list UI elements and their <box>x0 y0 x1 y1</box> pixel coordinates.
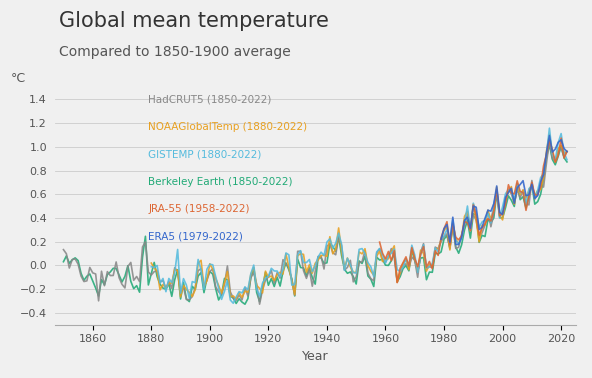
Text: GISTEMP (1880-2022): GISTEMP (1880-2022) <box>149 149 262 159</box>
Text: JRA-55 (1958-2022): JRA-55 (1958-2022) <box>149 204 250 214</box>
Text: Berkeley Earth (1850-2022): Berkeley Earth (1850-2022) <box>149 177 293 186</box>
Text: °C: °C <box>11 72 26 85</box>
Text: Compared to 1850-1900 average: Compared to 1850-1900 average <box>59 45 291 59</box>
Text: ERA5 (1979-2022): ERA5 (1979-2022) <box>149 231 243 241</box>
Text: HadCRUT5 (1850-2022): HadCRUT5 (1850-2022) <box>149 95 272 105</box>
Text: Global mean temperature: Global mean temperature <box>59 11 329 31</box>
Text: NOAAGlobalTemp (1880-2022): NOAAGlobalTemp (1880-2022) <box>149 122 308 132</box>
X-axis label: Year: Year <box>302 350 329 363</box>
